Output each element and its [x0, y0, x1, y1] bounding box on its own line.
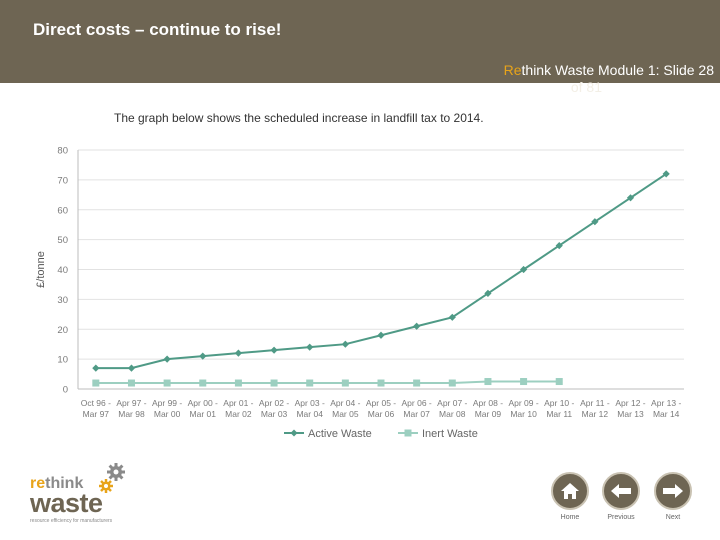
- data-point: [163, 379, 171, 387]
- data-point: [519, 265, 528, 274]
- data-point: [662, 170, 670, 178]
- logo-waste: waste: [30, 488, 103, 518]
- y-tick-label: 10: [57, 355, 68, 366]
- x-tick-label: Apr 13 -Mar 14: [651, 398, 681, 419]
- data-point: [127, 364, 136, 372]
- data-point: [448, 379, 456, 387]
- data-point: [127, 379, 135, 387]
- data-point: [413, 379, 421, 387]
- data-point: [626, 194, 635, 202]
- gears-icon: [99, 463, 125, 493]
- data-point: [163, 355, 171, 363]
- x-tick-label: Apr 10 -Mar 11: [544, 398, 574, 419]
- data-point: [341, 379, 349, 387]
- previous-label: Previous: [607, 514, 635, 521]
- slide-ref-accent: Re: [503, 62, 522, 78]
- data-point: [306, 343, 314, 351]
- series-line-inert-waste: [95, 380, 560, 385]
- x-tick-label: Oct 96 -Mar 97: [81, 398, 111, 419]
- y-tick-label: 40: [57, 265, 68, 276]
- data-point: [377, 379, 385, 387]
- slide-reference: Rethink Waste Module 1: Slide 28 of 81: [434, 62, 714, 96]
- home-icon: [561, 483, 579, 499]
- x-tick-label: Apr 02 -Mar 03: [259, 398, 289, 419]
- logo-tagline: resource efficiency for manufacturers: [30, 518, 113, 524]
- home-label: Home: [560, 514, 580, 521]
- logo-think: think: [45, 475, 84, 492]
- slide-ref-count: of 81: [570, 79, 602, 95]
- data-point: [555, 378, 563, 386]
- y-tick-label: 20: [57, 325, 68, 336]
- y-tick-label: 80: [57, 146, 68, 157]
- y-tick-label: 30: [57, 295, 68, 306]
- data-point: [234, 349, 243, 357]
- x-tick-label: Apr 05 -Mar 06: [366, 398, 396, 419]
- y-tick-label: 60: [57, 205, 68, 216]
- data-point: [520, 378, 528, 386]
- data-point: [92, 364, 100, 372]
- x-tick-label: Apr 01 -Mar 02: [223, 398, 253, 419]
- x-tick-label: Apr 04 -Mar 05: [330, 398, 360, 419]
- data-point: [484, 378, 492, 386]
- x-tick-label: Apr 11 -Mar 12: [580, 398, 610, 419]
- data-point: [484, 289, 492, 297]
- data-point: [199, 379, 207, 387]
- data-point: [341, 340, 349, 348]
- arrow-left-icon: [611, 484, 631, 498]
- series-line-active-waste: [95, 173, 667, 370]
- rethink-waste-logo: rethink waste resource efficiency for ma…: [30, 470, 150, 530]
- legend-marker: [290, 429, 298, 437]
- x-tick-label: Apr 03 -Mar 04: [295, 398, 325, 419]
- data-point: [306, 379, 314, 387]
- previous-button[interactable]: [602, 472, 640, 510]
- logo-accent: re: [30, 475, 46, 492]
- y-tick-label: 0: [63, 385, 68, 396]
- home-button[interactable]: [551, 472, 589, 510]
- chart-intro-text: The graph below shows the scheduled incr…: [114, 111, 484, 125]
- legend-label: Inert Waste: [422, 428, 478, 440]
- x-tick-label: Apr 06 -Mar 07: [402, 398, 432, 419]
- data-point: [234, 379, 242, 387]
- header-bar: Direct costs – continue to rise! Rethink…: [0, 0, 720, 95]
- legend-marker: [404, 429, 412, 437]
- data-point: [448, 313, 456, 321]
- data-point: [270, 346, 278, 354]
- legend-label: Active Waste: [308, 428, 372, 440]
- x-tick-label: Apr 99 -Mar 00: [152, 398, 182, 419]
- y-tick-label: 50: [57, 235, 68, 246]
- x-tick-label: Apr 00 -Mar 01: [188, 398, 218, 419]
- data-point: [92, 379, 100, 387]
- arrow-right-icon: [663, 484, 683, 498]
- data-point: [591, 218, 599, 226]
- x-tick-label: Apr 97 -Mar 98: [116, 398, 146, 419]
- data-point: [377, 331, 385, 339]
- data-point: [413, 322, 421, 330]
- data-point: [199, 352, 207, 360]
- next-button[interactable]: [654, 472, 692, 510]
- next-label: Next: [665, 514, 681, 521]
- slide-ref-text: think Waste Module 1: Slide 28: [521, 62, 714, 78]
- y-tick-label: 70: [57, 175, 68, 186]
- slide-title: Direct costs – continue to rise!: [33, 20, 282, 39]
- y-axis-label: £/tonne: [35, 251, 47, 288]
- data-point: [555, 242, 563, 250]
- data-point: [270, 379, 278, 387]
- x-tick-label: Apr 07 -Mar 08: [437, 398, 467, 419]
- x-tick-label: Apr 12 -Mar 13: [615, 398, 645, 419]
- x-tick-label: Apr 08 -Mar 09: [473, 398, 503, 419]
- x-tick-label: Apr 09 -Mar 10: [508, 398, 538, 419]
